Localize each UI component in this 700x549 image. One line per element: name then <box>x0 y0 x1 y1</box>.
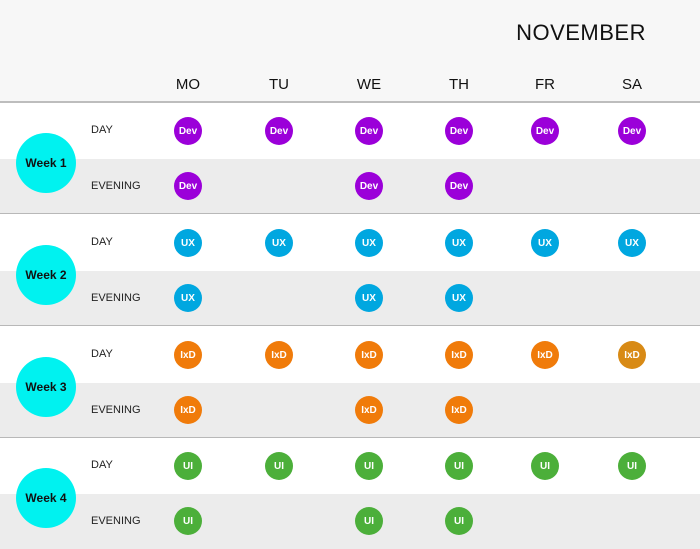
evening-row-label: EVENING <box>91 292 141 304</box>
week-block: DAY EVENING Week 4 UI UI UI UI UI UI UI UI UI <box>0 438 700 549</box>
session-badge-ux[interactable]: UX <box>174 284 202 312</box>
week-divider <box>0 325 700 326</box>
session-badge-ixd[interactable]: IxD <box>531 341 559 369</box>
header <box>0 0 700 102</box>
header-divider <box>0 101 700 103</box>
evening-row <box>0 271 700 326</box>
evening-row <box>0 494 700 549</box>
day-row <box>0 215 700 271</box>
week-label-circle: Week 1 <box>16 133 76 193</box>
weekday-header: MO TU WE TH FR SA <box>0 76 700 98</box>
session-badge-ui[interactable]: UI <box>531 452 559 480</box>
session-badge-ux[interactable]: UX <box>531 229 559 257</box>
session-badge-ui[interactable]: UI <box>174 507 202 535</box>
session-badge-ui[interactable]: UI <box>355 507 383 535</box>
day-header-we: WE <box>356 76 382 93</box>
session-badge-dev[interactable]: Dev <box>355 117 383 145</box>
session-badge-ux[interactable]: UX <box>618 229 646 257</box>
week-label-circle: Week 4 <box>16 468 76 528</box>
week-label-circle: Week 3 <box>16 357 76 417</box>
session-badge-ux[interactable]: UX <box>174 229 202 257</box>
session-badge-ux[interactable]: UX <box>445 229 473 257</box>
session-badge-ixd[interactable]: IxD <box>265 341 293 369</box>
week-label-circle: Week 2 <box>16 245 76 305</box>
session-badge-dev[interactable]: Dev <box>618 117 646 145</box>
day-row-label: DAY <box>91 348 113 360</box>
week-divider <box>0 213 700 214</box>
session-badge-ux[interactable]: UX <box>355 229 383 257</box>
session-badge-ux[interactable]: UX <box>265 229 293 257</box>
evening-row-label: EVENING <box>91 404 141 416</box>
session-badge-dev[interactable]: Dev <box>174 117 202 145</box>
evening-row <box>0 159 700 214</box>
session-badge-ui[interactable]: UI <box>445 507 473 535</box>
evening-row-label: EVENING <box>91 180 141 192</box>
session-badge-dev[interactable]: Dev <box>445 117 473 145</box>
week-block: DAY EVENING Week 1 Dev Dev Dev Dev Dev Dev Dev Dev… <box>0 103 700 214</box>
day-row <box>0 103 700 159</box>
day-header-mo: MO <box>175 76 201 93</box>
evening-row-label: EVENING <box>91 515 141 527</box>
week-divider <box>0 437 700 438</box>
session-badge-dev[interactable]: Dev <box>265 117 293 145</box>
session-badge-ui[interactable]: UI <box>618 452 646 480</box>
session-badge-ixd[interactable]: IxD <box>174 341 202 369</box>
day-header-tu: TU <box>269 76 289 93</box>
week-block: DAY EVENING Week 2 UX UX UX UX UX UX UX UX UX <box>0 215 700 326</box>
session-badge-ui[interactable]: UI <box>265 452 293 480</box>
session-badge-ux[interactable]: UX <box>445 284 473 312</box>
month-title: NOVEMBER <box>516 20 646 45</box>
day-row-label: DAY <box>91 236 113 248</box>
session-badge-ixd[interactable]: IxD <box>445 341 473 369</box>
session-badge-dev[interactable]: Dev <box>531 117 559 145</box>
session-badge-ui[interactable]: UI <box>355 452 383 480</box>
session-badge-ux[interactable]: UX <box>355 284 383 312</box>
session-badge-dev[interactable]: Dev <box>174 172 202 200</box>
day-header-fr: FR <box>535 76 555 93</box>
day-row-label: DAY <box>91 459 113 471</box>
session-badge-dev[interactable]: Dev <box>355 172 383 200</box>
session-badge-ixd[interactable]: IxD <box>618 341 646 369</box>
day-header-th: TH <box>449 76 469 93</box>
evening-row <box>0 383 700 438</box>
session-badge-ixd[interactable]: IxD <box>355 341 383 369</box>
day-row <box>0 438 700 494</box>
session-badge-ixd[interactable]: IxD <box>445 396 473 424</box>
session-badge-dev[interactable]: Dev <box>445 172 473 200</box>
session-badge-ixd[interactable]: IxD <box>174 396 202 424</box>
session-badge-ixd[interactable]: IxD <box>355 396 383 424</box>
session-badge-ui[interactable]: UI <box>445 452 473 480</box>
day-row <box>0 327 700 383</box>
week-block: DAY EVENING Week 3 IxD IxD IxD IxD IxD IxD IxD IxD… <box>0 327 700 438</box>
day-header-sa: SA <box>621 76 642 93</box>
day-row-label: DAY <box>91 124 113 136</box>
session-badge-ui[interactable]: UI <box>174 452 202 480</box>
